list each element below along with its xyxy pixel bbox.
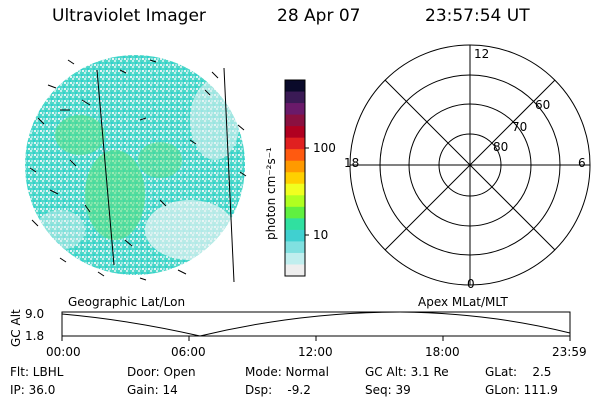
seq-info: Seq: 39 [365, 383, 411, 397]
uv-image-disk [25, 55, 247, 283]
colorbar-segment [285, 80, 305, 93]
app-title: Ultraviolet Imager [52, 6, 206, 26]
colorbar-segment [285, 183, 305, 196]
colorbar-segment [285, 172, 305, 185]
color-scale-bar [285, 80, 305, 277]
colorbar-segment [285, 218, 305, 231]
colorbar-unit-label: photon cm⁻²s⁻¹ [264, 147, 278, 240]
colorbar-segment [285, 160, 305, 173]
colorbar-segment [285, 149, 305, 162]
gc-altitude-plot [61, 311, 571, 341]
time-tick-1800: 18:00 [425, 345, 460, 359]
colorbar-segment [285, 126, 305, 139]
door-info: Door: Open [127, 365, 196, 379]
dsp-info: Dsp: -9.2 [245, 383, 311, 397]
colorbar-segment [285, 137, 305, 150]
glat-info: GLat: 2.5 [485, 365, 552, 379]
lat-label-60: 60 [535, 98, 551, 112]
filter-info: Flt: LBHL [10, 365, 64, 379]
time-label: 23:57:54 UT [425, 6, 530, 26]
colorbar-tick-100: 100 [313, 141, 336, 155]
colorbar-segment [285, 195, 305, 208]
colorbar-segment [285, 241, 305, 254]
colorbar-segment [285, 114, 305, 127]
colorbar-segment [285, 229, 305, 242]
mlt-label-12: 12 [474, 47, 490, 61]
time-tick-2359: 23:59 [552, 345, 587, 359]
gc-alt-ylabel: GC Alt [9, 309, 23, 347]
apex-label: Apex MLat/MLT [418, 295, 508, 309]
gc-alt-info: GC Alt: 3.1 Re [365, 365, 449, 379]
mlt-label-0: 0 [467, 277, 475, 291]
lat-label-70: 70 [512, 120, 528, 134]
mode-info: Mode: Normal [245, 365, 329, 379]
mlt-label-18: 18 [344, 156, 360, 170]
gc-alt-ytick-min: 1.8 [25, 329, 45, 343]
gain-info: Gain: 14 [127, 383, 178, 397]
time-tick-0600: 06:00 [171, 345, 206, 359]
ip-info: IP: 36.0 [10, 383, 56, 397]
colorbar-segment [285, 103, 305, 116]
colorbar-segment [285, 264, 305, 277]
colorbar-segment [285, 252, 305, 265]
time-tick-0000: 00:00 [46, 345, 81, 359]
time-tick-1200: 12:00 [298, 345, 333, 359]
glon-info: GLon: 111.9 [485, 383, 558, 397]
colorbar-segment [285, 91, 305, 104]
lat-label-80: 80 [493, 140, 509, 154]
gc-alt-ytick-max: 9.0 [25, 307, 45, 321]
colorbar-tick-10: 10 [313, 228, 329, 242]
mlat-mlt-polar-grid [349, 44, 591, 286]
mlt-label-6: 6 [578, 156, 586, 170]
date-label: 28 Apr 07 [277, 6, 361, 26]
geographic-label: Geographic Lat/Lon [68, 295, 186, 309]
colorbar-segment [285, 206, 305, 219]
